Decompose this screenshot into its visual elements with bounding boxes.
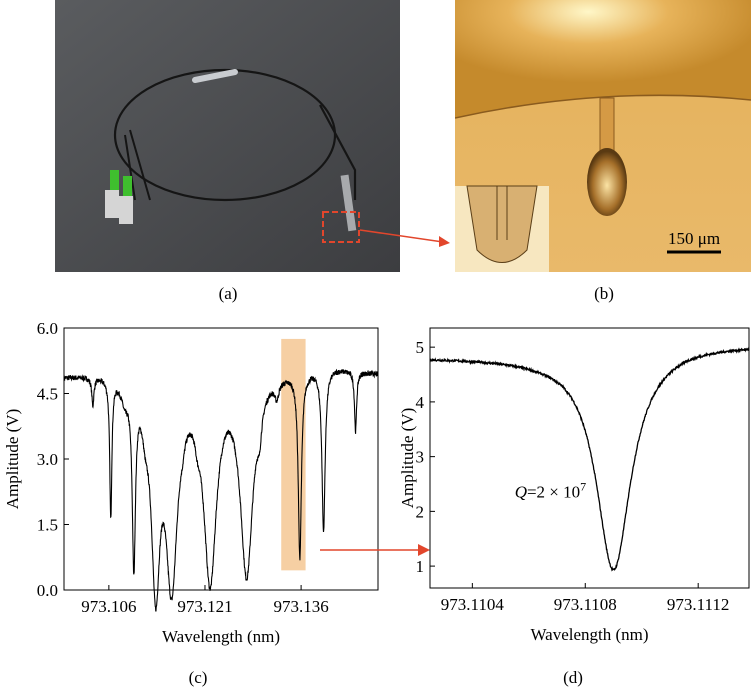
fiber-photo (55, 0, 400, 272)
x-tick-label: 973.1104 (441, 595, 505, 614)
chart-c: 973.106 973.121 973.136 0.0 1.5 3.0 4.5 6.0 Wa… (3, 319, 379, 646)
panel-label-a: (a) (218, 284, 238, 303)
spectrum-line-c (63, 368, 379, 612)
x-axis-label-c: Wavelength (nm) (162, 627, 280, 646)
connector-green-1 (110, 170, 119, 190)
q-factor-annotation: Q=2 × 107 (515, 480, 586, 502)
y-tick-label: 1 (416, 557, 425, 576)
x-tick-label: 973.106 (81, 597, 136, 616)
y-tick-label: 1.5 (37, 516, 58, 535)
plot-frame-d (429, 327, 750, 589)
substrate-region (455, 0, 751, 118)
spectrum-line-d (429, 346, 750, 572)
y-axis-label-c: Amplitude (V) (3, 409, 22, 510)
panel-label-b: (b) (594, 284, 614, 303)
microscope-photo: 150 μm (455, 0, 751, 272)
y-tick-label: 2 (416, 502, 425, 521)
x-tick-label: 973.136 (273, 597, 328, 616)
chart-d: 973.1104 973.1108 973.1112 1 2 3 4 5 Wavelengt… (398, 327, 750, 644)
x-tick-label: 973.1108 (554, 595, 617, 614)
y-axis-label-d: Amplitude (V) (398, 408, 417, 509)
scale-bar-label: 150 μm (668, 229, 720, 248)
arrow-a-to-b (359, 229, 450, 247)
y-tick-label: 3 (416, 448, 425, 467)
probe-rod (340, 174, 357, 232)
connector-green-2 (123, 176, 132, 196)
y-tick-label: 4.5 (37, 385, 58, 404)
x-tick-label: 973.1112 (667, 595, 730, 614)
y-tick-label: 0.0 (37, 581, 58, 600)
zoom-box (322, 211, 360, 243)
panel-label-d: (d) (563, 668, 583, 687)
y-tick-label: 6.0 (37, 319, 58, 338)
microsphere (587, 148, 627, 216)
y-tick-label: 5 (416, 338, 425, 357)
panel-label-c: (c) (188, 668, 208, 687)
y-tick-label: 3.0 (37, 450, 58, 469)
y-tick-label: 4 (416, 393, 425, 412)
arrow-c-to-d (320, 544, 430, 556)
x-tick-label: 973.121 (177, 597, 232, 616)
fiber-sleeve (192, 69, 238, 83)
x-axis-label-d: Wavelength (nm) (530, 625, 648, 644)
